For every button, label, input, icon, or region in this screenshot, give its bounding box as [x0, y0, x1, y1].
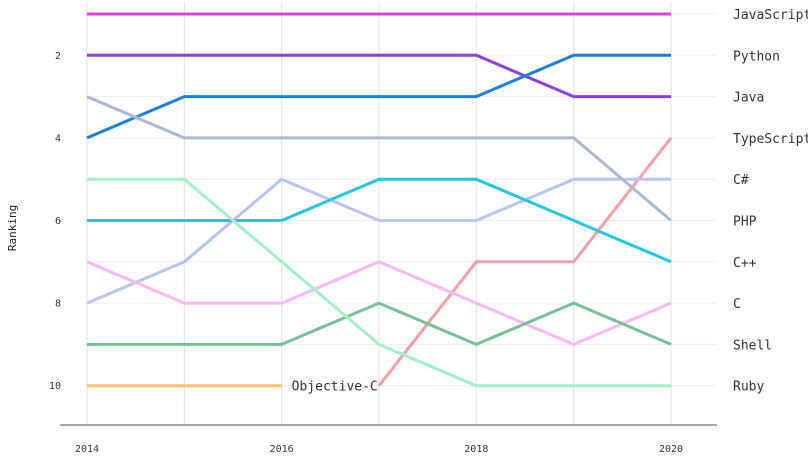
right-label-java: Java	[733, 91, 764, 106]
right-label-c-: C#	[733, 173, 749, 188]
series-line-ruby	[87, 177, 671, 388]
y-axis-label: Ranking	[6, 205, 19, 251]
y-tick-label: 10	[49, 381, 61, 392]
right-label-javascript: JavaScript	[733, 8, 808, 23]
x-tick-label: 2014	[75, 444, 99, 455]
right-label-php: PHP	[733, 215, 757, 230]
right-label-c-: C++	[733, 256, 757, 271]
y-tick-label: 4	[55, 133, 61, 144]
y-tick-label: 6	[55, 216, 61, 227]
series-line-php	[86, 95, 672, 222]
axes: 2014 2016 2018 2020 2 4 6 8 10	[49, 51, 717, 455]
series-line-c	[86, 260, 672, 346]
right-label-shell: Shell	[733, 338, 772, 353]
right-labels: JavaScript Python Java TypeScript C# PHP C++ C S…	[292, 8, 808, 395]
series-line-c-	[86, 177, 671, 305]
series-line-python	[87, 53, 671, 99]
x-tick-label: 2020	[659, 444, 683, 455]
series-line-shell	[87, 301, 672, 346]
series-lines	[86, 12, 673, 388]
series-line-c-	[87, 177, 672, 264]
x-tick-label: 2016	[270, 444, 294, 455]
y-tick-label: 8	[55, 299, 61, 310]
series-line-java	[86, 53, 671, 140]
right-label-ruby: Ruby	[733, 380, 764, 395]
right-label-typescript: TypeScript	[733, 132, 808, 147]
grid	[86, 2, 717, 425]
x-tick-label: 2018	[464, 444, 488, 455]
y-tick-label: 2	[55, 51, 61, 62]
right-label-python: Python	[733, 49, 780, 64]
annotation-label: Objective-C	[292, 380, 378, 395]
right-label-c: C	[733, 297, 741, 312]
